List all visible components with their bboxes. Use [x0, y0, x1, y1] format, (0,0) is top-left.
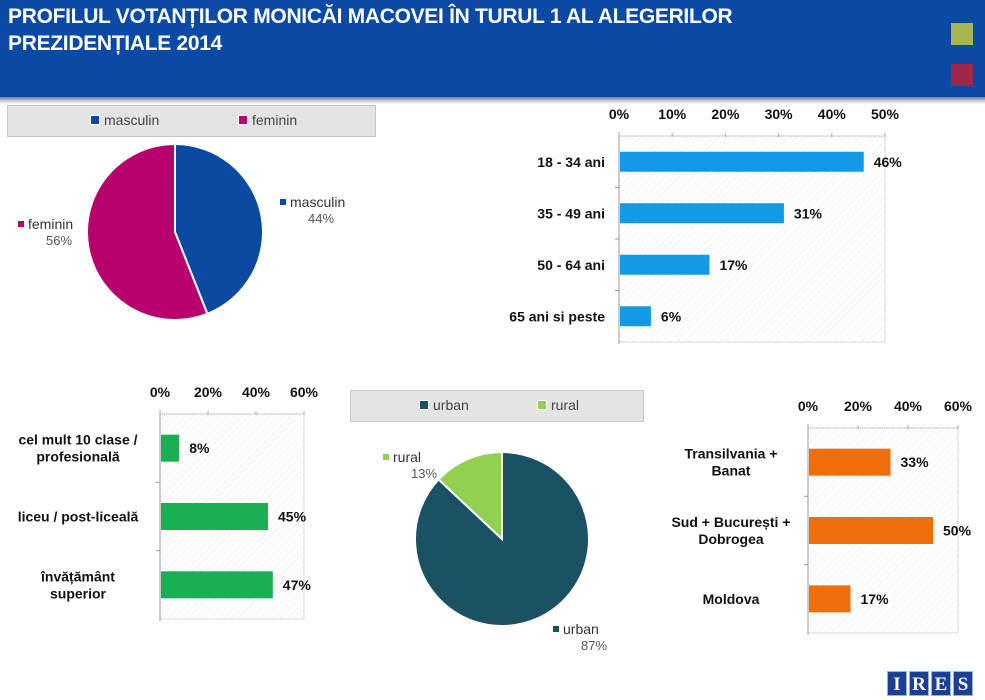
x-tick-label: 40% [818, 106, 847, 122]
legend-swatch-feminin [238, 115, 248, 125]
category-label: 35 - 49 ani [537, 205, 605, 221]
bar [161, 571, 273, 599]
legend-swatch-rural [537, 400, 547, 410]
data-label-value: 56% [46, 233, 72, 248]
category-label: Transilvania + [685, 446, 778, 462]
education-bar-chart: 0% 20% 40% 60% 8% cel mult 10 clase /profesio… [18, 384, 319, 621]
gender-legend: masculin feminin [7, 105, 376, 137]
pie-slice-feminin [86, 142, 209, 321]
data-label-name: feminin [28, 216, 73, 232]
bar [809, 517, 933, 544]
bar-value-label: 47% [283, 577, 312, 593]
x-tick-label: 0% [150, 384, 171, 400]
bar-value-label: 45% [278, 509, 307, 525]
x-tick-label: 50% [871, 106, 900, 122]
header-shadow [0, 97, 985, 104]
age-bar-chart: 0% 10% 20% 30% 40% 50% 46% 18 - 34 ani 31% 35 - 4… [509, 106, 902, 344]
data-label-swatch-masculin [280, 199, 286, 205]
bar-value-label: 8% [189, 440, 210, 456]
accent-square-green [951, 23, 973, 45]
legend-label: masculin [104, 112, 160, 128]
x-tick-label: 40% [242, 384, 271, 400]
x-tick-label: 20% [711, 106, 740, 122]
category-label: Sud + București + [671, 514, 790, 530]
x-tick-label: 0% [609, 106, 630, 122]
category-label: 18 - 34 ani [537, 154, 605, 170]
x-tick-label: 40% [894, 398, 923, 414]
category-label: 65 ani si peste [509, 308, 605, 324]
x-tick-label: 20% [194, 384, 223, 400]
data-label-swatch-urban [553, 626, 559, 632]
bar-value-label: 50% [943, 523, 972, 539]
bar-value-label: 6% [661, 308, 682, 324]
category-label: Moldova [703, 591, 760, 607]
pie-slice-masculin [174, 142, 264, 316]
bar-value-label: 17% [719, 257, 748, 273]
logo-letter: R [909, 671, 929, 696]
category-label: cel mult 10 clase / [18, 432, 137, 448]
data-label-swatch-rural [383, 454, 389, 460]
x-tick-label: 0% [798, 398, 819, 414]
legend-item-feminin: feminin [238, 112, 297, 128]
x-tick-label: 60% [944, 398, 973, 414]
data-label-value: 13% [411, 466, 437, 481]
x-tick-label: 20% [844, 398, 873, 414]
bar-value-label: 46% [874, 154, 903, 170]
x-tick-label: 10% [658, 106, 687, 122]
pie-slice-rural [437, 450, 503, 542]
legend-item-masculin: masculin [90, 112, 159, 128]
bar [620, 203, 784, 224]
logo-letter: E [931, 671, 951, 696]
legend-item-urban: urban [419, 397, 469, 413]
title-line-1: PROFILUL VOTANȚILOR MONICĂI MACOVEI ÎN T… [8, 5, 733, 28]
legend-label: urban [433, 397, 469, 413]
legend-swatch-masculin [90, 115, 100, 125]
category-label: superior [50, 585, 107, 601]
category-label: 50 - 64 ani [537, 257, 605, 273]
bar-value-label: 17% [861, 591, 890, 607]
bar [161, 503, 268, 530]
residence-legend: urban rural [350, 390, 644, 422]
category-label: învățământ [40, 568, 115, 584]
category-label: Banat [712, 463, 751, 479]
page-title: PROFILUL VOTANȚILOR MONICĂI MACOVEI ÎN T… [8, 3, 908, 57]
data-label-name: masculin [290, 194, 345, 210]
bar [809, 585, 851, 613]
data-label-name: urban [563, 621, 599, 637]
data-label-swatch-feminin [18, 221, 24, 227]
legend-label: rural [551, 397, 580, 413]
data-label-name: rural [393, 449, 421, 465]
bar-value-label: 31% [794, 205, 823, 221]
header-banner: PROFILUL VOTANȚILOR MONICĂI MACOVEI ÎN T… [0, 0, 985, 97]
bar [161, 434, 180, 462]
legend-item-rural: rural [537, 397, 579, 413]
category-label: Dobrogea [698, 531, 764, 547]
bar [620, 254, 710, 275]
logo-letter: S [953, 671, 973, 696]
region-bar-chart: 0% 20% 40% 60% 33% Transilvania +Banat 50% Sud … [671, 398, 973, 635]
legend-label: feminin [252, 112, 298, 128]
logo-letter: I [887, 671, 907, 696]
bar-value-label: 33% [901, 454, 930, 470]
x-tick-label: 60% [290, 384, 319, 400]
category-label: profesională [36, 449, 119, 465]
data-label-value: 44% [308, 211, 334, 226]
x-tick-label: 30% [765, 106, 794, 122]
category-label: liceu / post-liceală [18, 509, 139, 525]
bar [620, 151, 864, 172]
ires-logo: I R E S [887, 671, 973, 696]
legend-swatch-urban [419, 400, 429, 410]
bar [620, 306, 651, 327]
title-line-2: PREZIDENȚIALE 2014 [8, 32, 222, 55]
bar [809, 448, 891, 476]
accent-square-red [951, 64, 973, 86]
data-label-value: 87% [581, 638, 607, 653]
